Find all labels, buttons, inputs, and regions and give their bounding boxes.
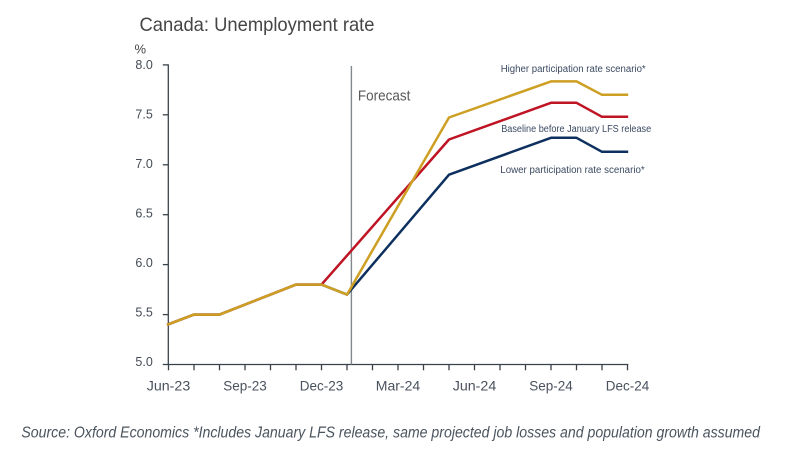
svg-text:5.5: 5.5: [135, 306, 152, 320]
svg-text:Lower participation rate scena: Lower participation rate scenario*: [500, 165, 644, 176]
svg-text:Dec-23: Dec-23: [300, 378, 344, 394]
svg-text:8.0: 8.0: [135, 58, 152, 72]
svg-text:Sep-24: Sep-24: [529, 378, 573, 394]
svg-text:Source: Oxford Economics *Incl: Source: Oxford Economics *Includes Janua…: [21, 424, 760, 441]
svg-text:7.0: 7.0: [135, 157, 152, 171]
svg-text:Baseline before January LFS re: Baseline before January LFS release: [501, 124, 651, 135]
svg-text:Sep-23: Sep-23: [223, 378, 267, 394]
svg-text:Forecast: Forecast: [358, 87, 411, 104]
svg-text:Mar-24: Mar-24: [376, 378, 421, 394]
svg-text:Canada: Unemployment rate: Canada: Unemployment rate: [140, 14, 375, 36]
svg-text:Dec-24: Dec-24: [606, 378, 650, 394]
svg-text:%: %: [135, 41, 147, 56]
svg-text:5.0: 5.0: [135, 355, 152, 369]
svg-text:Higher participation rate scen: Higher participation rate scenario*: [501, 64, 646, 75]
svg-text:Jun-23: Jun-23: [147, 378, 191, 394]
svg-text:Jun-24: Jun-24: [453, 378, 497, 394]
svg-text:7.5: 7.5: [135, 107, 152, 121]
svg-text:6.0: 6.0: [135, 256, 152, 270]
svg-text:6.5: 6.5: [135, 207, 152, 221]
